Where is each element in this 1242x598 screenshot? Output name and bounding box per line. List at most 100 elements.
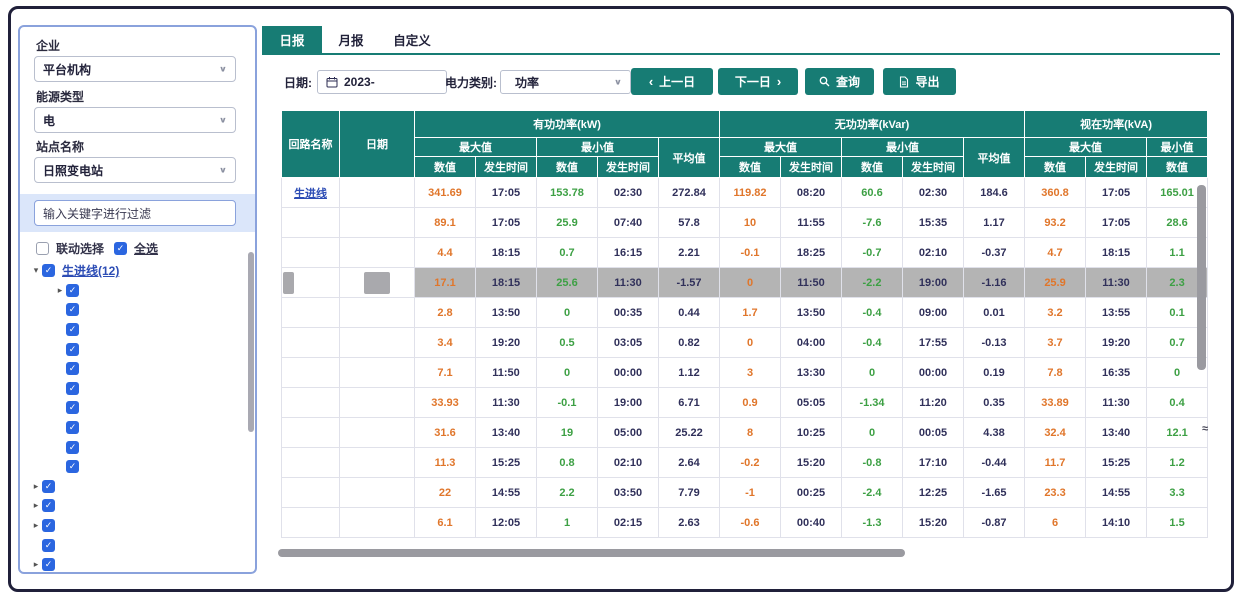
export-button[interactable]: 导出 <box>883 68 956 95</box>
tree-checkbox[interactable] <box>66 421 79 435</box>
chevron-down-icon: ∨ <box>218 115 227 125</box>
tree-checkbox[interactable] <box>42 264 55 278</box>
tree-item[interactable] <box>30 300 249 320</box>
select-all-link[interactable]: 全选 <box>134 241 159 256</box>
tree-checkbox[interactable] <box>66 323 79 337</box>
tree-item[interactable]: ▸ <box>30 281 249 301</box>
tree-item[interactable] <box>30 379 249 399</box>
table-row[interactable]: 89.1 17:05 25.9 07:40 57.8 10 11:55 -7.6 15:35 1.… <box>281 207 1209 238</box>
tree-item[interactable] <box>30 398 249 418</box>
sub-header-max: 最大值 <box>414 137 537 157</box>
tree-item[interactable]: ▸ <box>30 477 249 497</box>
tree-item[interactable]: ▸ <box>30 496 249 516</box>
tabbar-underline <box>262 53 1220 55</box>
tree-item[interactable] <box>30 339 249 359</box>
table-row[interactable]: 4.4 18:15 0.7 16:15 2.21 -0.1 18:25 -0.7 02:10 -0… <box>281 237 1209 268</box>
time-cell: 10:25 <box>780 417 842 448</box>
tree-item[interactable] <box>30 359 249 379</box>
tree-checkbox[interactable] <box>66 303 79 317</box>
max-value-cell: 0.9 <box>719 387 781 418</box>
tree-item[interactable] <box>30 320 249 340</box>
time-cell: 16:15 <box>597 237 659 268</box>
time-cell: 12:05 <box>475 507 537 538</box>
power-category-select[interactable]: 功率 ∨ <box>500 70 631 94</box>
max-value-cell: 2.8 <box>414 297 476 328</box>
tree-checkbox[interactable] <box>42 519 55 533</box>
tree-item[interactable] <box>30 418 249 438</box>
avg-value-cell: 2.64 <box>658 447 720 478</box>
leaf-header-value: 数值 <box>1024 156 1087 178</box>
max-value-cell: 33.93 <box>414 387 476 418</box>
tree-item[interactable]: ▾ 生进线(12) <box>30 261 249 281</box>
tree-checkbox[interactable] <box>42 558 55 572</box>
next-day-button[interactable]: 下一日 › <box>718 68 798 95</box>
energy-type-select[interactable]: 电 ∨ <box>34 107 236 133</box>
table-row[interactable]: 33.93 11:30 -0.1 19:00 6.71 0.9 05:05 -1.34 11:2… <box>281 387 1209 418</box>
vertical-scrollbar-thumb[interactable] <box>1197 185 1206 370</box>
table-row[interactable]: 2.8 13:50 0 00:35 0.44 1.7 13:50 -0.4 09:00 0.01 3… <box>281 297 1209 328</box>
time-cell: 13:55 <box>1085 297 1148 328</box>
min-value-cell: 12.1 <box>1146 417 1209 448</box>
tree-checkbox[interactable] <box>66 401 79 415</box>
date-cell <box>339 297 415 328</box>
prev-day-button[interactable]: ‹ 上一日 <box>631 68 713 95</box>
caret-down-icon[interactable]: ▾ <box>33 265 39 276</box>
tab-daily-report[interactable]: 日报 <box>262 26 322 53</box>
horizontal-scrollbar-thumb[interactable] <box>278 549 905 557</box>
time-cell: 17:05 <box>475 207 537 238</box>
caret-right-icon[interactable]: ▸ <box>33 520 39 531</box>
circuit-link[interactable]: 生进线 <box>294 187 327 200</box>
time-cell: 11:30 <box>475 387 537 418</box>
table-row[interactable]: 22 14:55 2.2 03:50 7.79 -1 00:25 -2.4 12:25 -1.65… <box>281 477 1209 508</box>
avg-value-cell: 0.35 <box>962 387 1026 418</box>
table-row[interactable]: 7.1 11:50 0 00:00 1.12 3 13:30 0 00:00 0.19 7.8 16:… <box>281 357 1209 388</box>
tree-checkbox[interactable] <box>42 499 55 513</box>
tree-checkbox[interactable] <box>66 381 79 395</box>
tree-item[interactable] <box>30 457 249 477</box>
table-row[interactable]: 生进线 341.69 17:05 153.78 02:30 272.84 119.82 08:… <box>281 177 1209 208</box>
time-cell: 02:15 <box>597 507 659 538</box>
tree-checkbox[interactable] <box>66 342 79 356</box>
tab-monthly-report[interactable]: 月报 <box>338 34 364 48</box>
sidebar-scrollbar-thumb[interactable] <box>248 252 254 432</box>
linkage-checkbox[interactable] <box>36 241 49 255</box>
tree-item-label[interactable]: 生进线(12) <box>62 264 120 279</box>
table-row[interactable]: 6.1 12:05 1 02:15 2.63 -0.6 00:40 -1.3 15:20 -0.8… <box>281 507 1209 538</box>
time-cell: 19:20 <box>1085 327 1148 358</box>
time-cell: 16:35 <box>1085 357 1148 388</box>
tree-item[interactable] <box>30 437 249 457</box>
leaf-header-value: 数值 <box>719 156 781 178</box>
table-row[interactable]: 17.1 18:15 25.6 11:30 -1.57 0 11:50 -2.2 19:00 -1… <box>281 267 1209 298</box>
keyword-filter-input[interactable] <box>34 200 236 226</box>
tree-checkbox[interactable] <box>66 460 79 474</box>
max-value-cell: 3.2 <box>1024 297 1087 328</box>
enterprise-select[interactable]: 平台机构 ∨ <box>34 56 236 82</box>
time-cell: 18:25 <box>780 237 842 268</box>
query-button[interactable]: 查询 <box>805 68 874 95</box>
max-value-cell: 0 <box>719 267 781 298</box>
resize-grip-icon[interactable]: ≈ <box>1202 423 1209 435</box>
caret-right-icon[interactable]: ▸ <box>33 500 39 511</box>
tree-item[interactable] <box>30 535 249 555</box>
tree-checkbox[interactable] <box>66 362 79 376</box>
tree-item[interactable]: ▸ <box>30 516 249 536</box>
time-cell: 00:40 <box>780 507 842 538</box>
caret-right-icon[interactable]: ▸ <box>33 559 39 570</box>
min-value-cell: 60.6 <box>841 177 903 208</box>
caret-right-icon[interactable]: ▸ <box>57 284 63 295</box>
table-row[interactable]: 11.3 15:25 0.8 02:10 2.64 -0.2 15:20 -0.8 17:10-… <box>281 447 1209 478</box>
table-row[interactable]: 31.6 13:40 19 05:00 25.22 8 10:25 0 00:05 4.38 32.… <box>281 417 1209 448</box>
time-cell: 00:00 <box>902 357 964 388</box>
tab-custom[interactable]: 自定义 <box>393 34 431 48</box>
table-row[interactable]: 3.4 19:20 0.5 03:05 0.82 0 04:00 -0.4 17:55 -0.13… <box>281 327 1209 358</box>
tree-checkbox[interactable] <box>42 479 55 493</box>
tree-checkbox[interactable] <box>42 538 55 552</box>
tree-item[interactable]: ▸ <box>30 555 249 572</box>
tree-checkbox[interactable] <box>66 440 79 454</box>
tree-checkbox[interactable] <box>66 283 79 297</box>
site-name-select[interactable]: 日照变电站 ∨ <box>34 157 236 183</box>
date-cell <box>339 507 415 538</box>
date-input[interactable]: 2023- <box>317 70 447 94</box>
caret-right-icon[interactable]: ▸ <box>33 480 39 491</box>
select-all-checkbox[interactable] <box>114 241 128 255</box>
